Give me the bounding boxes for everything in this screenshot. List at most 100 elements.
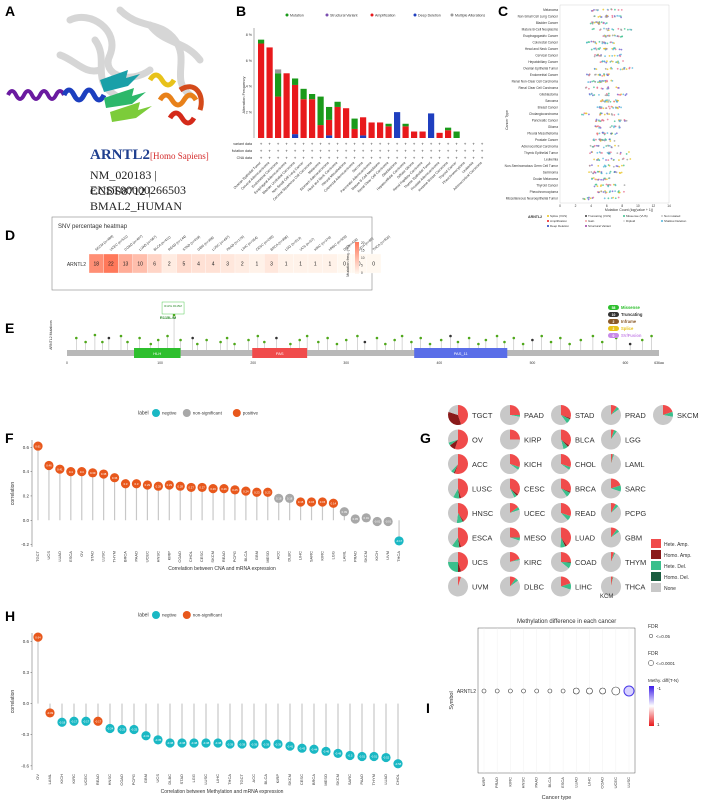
i-row-label: ARNTL2 — [457, 689, 476, 695]
d-cell-value: 5 — [183, 262, 186, 268]
c-legend-swatch — [623, 220, 625, 222]
i-title: Methylation difference in each cancer — [517, 619, 616, 625]
d-legend-tick: 10 — [361, 256, 365, 260]
pie-slice — [611, 576, 613, 587]
e-mutation-head — [247, 338, 250, 342]
i-dot — [572, 687, 580, 695]
pie-slice — [611, 454, 613, 464]
xtick-label: KICH — [59, 774, 64, 784]
c-sample-dot — [624, 94, 627, 97]
e-mutation-head — [428, 342, 432, 346]
c-xtick: 12 — [652, 204, 656, 208]
pie-label: THCA — [625, 583, 645, 592]
i-xtick: PAAD — [534, 777, 539, 788]
i-dot — [586, 687, 593, 695]
xtick-label: READ — [221, 551, 226, 562]
b-row-plus: + — [319, 142, 322, 147]
b-legend-swatch — [285, 13, 289, 17]
e-domain-hlh — [134, 348, 181, 358]
c-sample-dot — [597, 178, 600, 181]
pie-label: BLCA — [575, 436, 595, 445]
c-sample-dot — [603, 27, 605, 30]
c-sample-dot — [603, 41, 605, 44]
i-xtick: ESCA — [560, 777, 565, 788]
pie-slice — [500, 429, 520, 450]
accession-line-2: CCDS8712 | BMAL2_HUMAN — [90, 184, 183, 213]
c-sample-dot — [602, 22, 605, 25]
g-legend-swatch — [651, 561, 661, 570]
c-sample-dot — [610, 105, 613, 108]
c-sample-dot — [604, 42, 607, 44]
e-legend-pill — [608, 326, 619, 331]
c-cancer-label: Bladder Cancer — [536, 21, 559, 25]
c-sample-dot — [590, 151, 593, 154]
b-row-label: Mutation data — [232, 149, 252, 153]
c-sample-dot — [585, 73, 588, 76]
c-sample-dot — [621, 158, 624, 161]
pie-slice — [611, 552, 615, 562]
pie-slice — [453, 488, 460, 499]
b-row-plus: + — [438, 142, 441, 147]
c-sample-dot — [581, 113, 583, 116]
c-sample-dot — [603, 60, 606, 63]
c-sample-dot — [599, 47, 602, 49]
c-legend-swatch — [585, 215, 587, 217]
lollipop-head — [345, 750, 355, 761]
c-sample-dot — [591, 94, 594, 97]
d-legend-tick: 15 — [361, 249, 365, 253]
c-sample-dot — [608, 35, 611, 38]
c-sample-dot — [600, 106, 603, 109]
lollipop-head — [197, 482, 207, 493]
b-row-plus: + — [404, 156, 407, 161]
b-row-plus: + — [268, 142, 271, 147]
lollipop-head — [175, 481, 185, 491]
lollipop-value: 0.15 — [309, 500, 315, 504]
c-sample-dot — [596, 159, 599, 161]
c-legend-swatch — [547, 225, 549, 227]
e-mutation-head — [326, 336, 329, 340]
lollipop-value: -0.44 — [311, 747, 318, 751]
lollipop-value: -0.38 — [167, 741, 174, 745]
c-sample-dot — [607, 144, 609, 147]
b-row-plus: + — [336, 149, 339, 154]
c-sample-dot — [618, 105, 621, 108]
c-sample-dot — [618, 171, 621, 174]
e-mutation-head — [172, 313, 176, 317]
c-sample-dot — [604, 67, 607, 70]
xtick-label: UCEC — [144, 551, 149, 562]
c-legend-swatch — [623, 215, 625, 217]
b-row-plus: + — [430, 149, 433, 154]
b-row-plus: + — [464, 156, 467, 161]
panel-letter-b: B — [236, 3, 247, 19]
b-bar-mutation — [445, 127, 452, 131]
d-cell — [366, 253, 382, 274]
e-mutation-head — [600, 340, 604, 344]
g-legend-swatch — [651, 583, 661, 592]
pie-label: LGG — [625, 436, 641, 445]
lollipop-value: 0.29 — [167, 483, 173, 487]
c-sample-dot — [614, 125, 617, 128]
lollipop-head — [129, 724, 139, 735]
pie-slice — [561, 527, 571, 546]
e-xtick: 100 — [157, 361, 163, 365]
c-cancer-label: Adrenocortical Carcinoma — [521, 145, 558, 149]
c-sample-dot — [599, 120, 602, 123]
b-bar-mutation — [317, 96, 324, 126]
c-sample-dot — [612, 165, 615, 168]
c-sample-dot — [595, 21, 597, 23]
lollipop-head — [177, 738, 187, 748]
b-bar-mutation — [275, 73, 282, 97]
c-sample-dot — [591, 164, 593, 167]
panel-letter-i: I — [426, 700, 430, 716]
legend-label: positive — [243, 411, 259, 416]
b-row-plus: + — [370, 149, 373, 154]
b-bar-mutation — [351, 118, 358, 129]
lollipop-head — [328, 498, 339, 508]
lollipop-head — [321, 746, 331, 756]
pie-slice — [561, 552, 571, 562]
lollipop-value: 0.24 — [243, 489, 249, 493]
e-legend-pill — [608, 312, 619, 317]
pie-slice — [458, 405, 468, 425]
i-legend-fdr2-title: FDR — [648, 651, 659, 657]
pie-slice — [510, 507, 520, 513]
